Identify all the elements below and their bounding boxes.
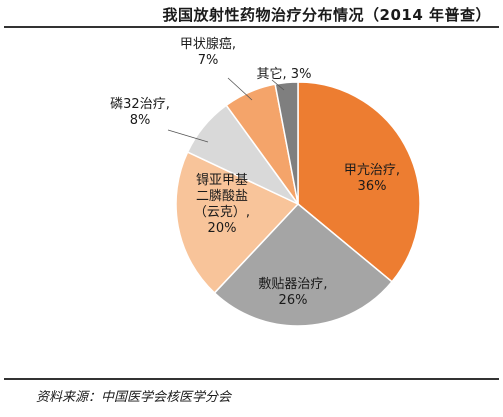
slice-label-0: 甲亢治疗, 36% bbox=[344, 162, 400, 194]
leader-line-4 bbox=[227, 77, 253, 101]
pie-slice-0 bbox=[297, 81, 421, 283]
slice-label-3: 磷32治疗, 8% bbox=[110, 97, 170, 128]
title-divider bbox=[4, 26, 499, 28]
pie-slice-1 bbox=[213, 202, 394, 327]
leader-line-5 bbox=[271, 79, 285, 91]
footer-divider bbox=[4, 378, 499, 380]
pie-slice-5 bbox=[274, 81, 299, 205]
page-title: 我国放射性药物治疗分布情况（2014 年普查） bbox=[162, 6, 491, 24]
slice-label-4: 甲状腺癌, 7% bbox=[180, 36, 236, 68]
slice-label-5: 其它, 3% bbox=[257, 66, 312, 82]
slice-label-1: 敷贴器治疗, 26% bbox=[258, 277, 327, 308]
leader-line-3 bbox=[167, 129, 209, 143]
source-note: 资料来源：中国医学会核医学分会 bbox=[36, 390, 232, 405]
slice-label-2: 锝亚甲基二膦酸盐（云克）, 20% bbox=[194, 172, 250, 236]
pie-slice-2 bbox=[175, 151, 300, 294]
